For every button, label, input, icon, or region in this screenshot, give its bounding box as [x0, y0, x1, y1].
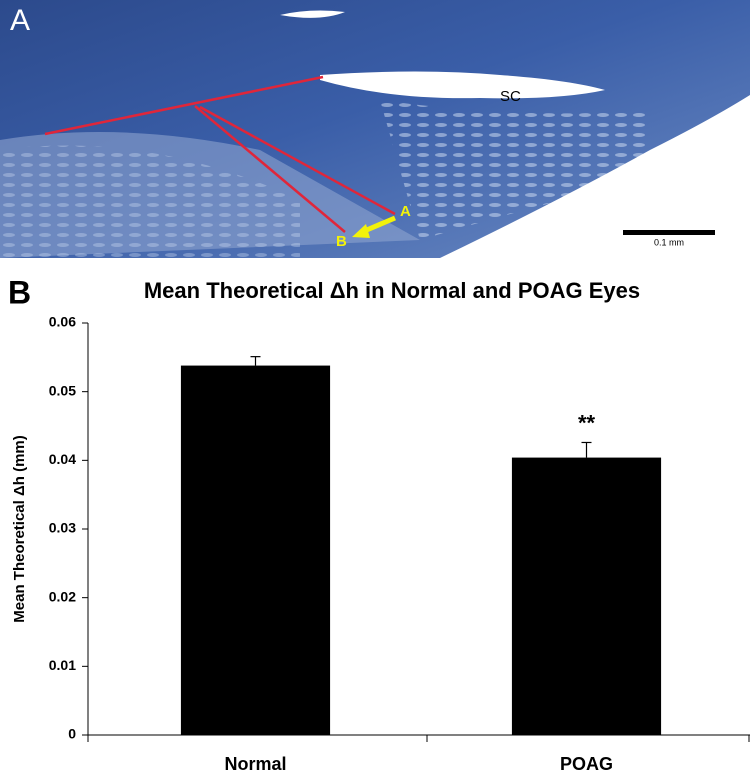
- y-tick-label: 0.05: [49, 382, 76, 398]
- panel-label: A: [10, 4, 30, 37]
- bar: [511, 457, 662, 735]
- x-tick-label: POAG: [560, 754, 613, 773]
- x-tick-label: Normal: [224, 754, 286, 773]
- bar: [180, 365, 331, 735]
- y-tick-label: 0.01: [49, 657, 76, 673]
- point-label: A: [400, 203, 411, 220]
- scale-bar-label: 0.1 mm: [654, 237, 684, 247]
- y-tick-label: 0.02: [49, 588, 76, 604]
- chart-title: Mean Theoretical Δh in Normal and POAG E…: [144, 278, 640, 303]
- lumen-label: SC: [500, 88, 521, 105]
- point-label: B: [336, 233, 347, 250]
- panel-label: B: [8, 274, 31, 310]
- y-axis-label: Mean Theoretical Δh (mm): [11, 435, 28, 622]
- y-tick-label: 0.06: [49, 314, 76, 330]
- y-tick-label: 0.03: [49, 520, 76, 536]
- histology-image: A SC A B 0.1 mm: [0, 0, 750, 258]
- y-tick-label: 0.04: [49, 451, 76, 467]
- annotation: **: [578, 410, 596, 435]
- y-tick-label: 0: [68, 726, 76, 742]
